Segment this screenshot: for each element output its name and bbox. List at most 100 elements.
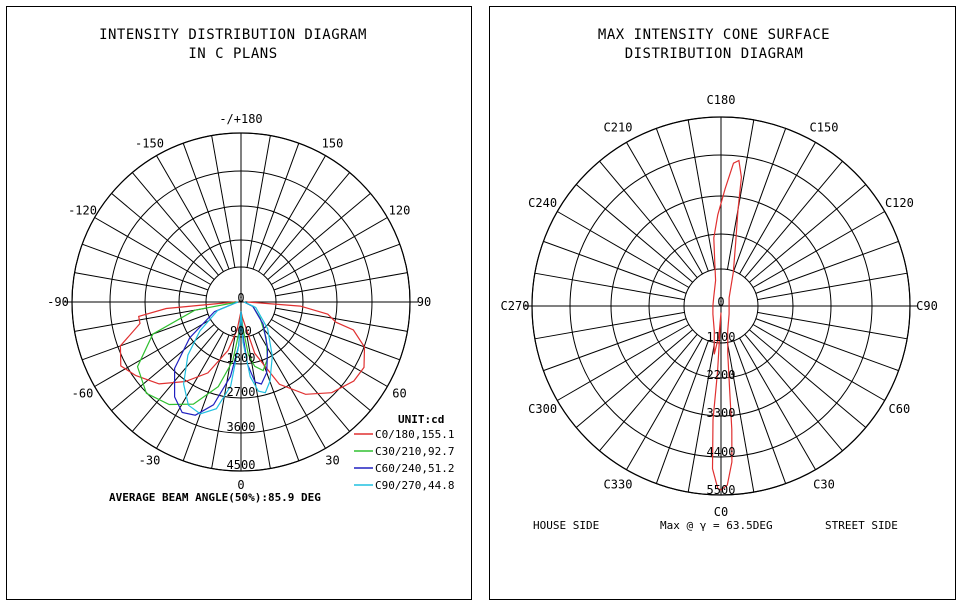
grid-spoke [275,307,408,332]
radial-tick-label: 4400 [707,445,736,459]
grid-spoke [82,243,209,291]
radial-tick-label: 0 [717,295,724,309]
unit-label: UNIT:cd [398,413,444,426]
cone-surface-chart: MAX INTENSITY CONE SURFACE DISTRIBUTION … [501,27,938,532]
angle-tick-label: C90 [916,299,938,313]
grid-spoke [739,337,816,470]
grid-spoke [82,313,209,361]
grid-spoke [271,319,388,387]
grid-spoke [258,155,326,272]
max-intensity-text: Max @ γ = 63.5DEG [660,519,773,532]
legend-label: C0/180,155.1 [375,428,454,441]
grid-spoke [655,340,709,484]
grid-spoke [74,272,207,297]
angle-tick-label: -30 [139,453,161,467]
label-group: C180 C150 C120 C90 C60 C30 C0 C330 C300 C270 C240 C… [501,93,938,519]
grid-spoke [156,155,224,272]
grid-spoke [543,318,687,372]
grid-spoke [246,135,271,268]
angle-tick-label: C30 [813,477,835,491]
grid-spoke [599,160,698,278]
angle-tick-label: -120 [68,204,97,218]
grid-spoke [726,119,755,270]
radial-tick-label: 1800 [227,351,256,365]
radial-tick-label: 3300 [707,406,736,420]
grid-spoke [267,324,371,412]
grid-spoke [733,340,787,484]
chart-title-line-2: DISTRIBUTION DIAGRAM [625,46,804,62]
grid-spoke [111,324,215,412]
grid-spoke [744,334,843,452]
angle-tick-label: -/+180 [219,112,262,126]
grid-spoke [211,135,236,268]
grid-spoke [263,172,351,276]
series-group [119,301,366,416]
grid-spoke [752,324,885,401]
grid-spoke [626,142,703,275]
angle-tick-label: C60 [889,402,911,416]
angle-tick-label: 150 [322,137,344,151]
grid-spoke [543,240,687,294]
grid-spoke [757,311,908,340]
right-chart-panel: MAX INTENSITY CONE SURFACE DISTRIBUTION … [489,6,956,600]
grid-spoke [94,217,211,285]
grid-spoke [557,324,690,401]
grid-spoke [687,119,716,270]
legend-label: C90/270,44.8 [375,479,454,492]
chart-title-line-1: MAX INTENSITY CONE SURFACE [598,27,830,43]
street-side-label: STREET SIDE [825,519,898,532]
grid-spoke [757,272,908,301]
grid-spoke [273,243,400,291]
angle-tick-label: 120 [389,204,411,218]
chart-title-line-1: INTENSITY DISTRIBUTION DIAGRAM [99,27,367,43]
angle-tick-label: 60 [392,387,406,401]
average-beam-text: AVERAGE BEAM ANGLE(50%):85.9 DEG [109,491,321,504]
grid-spoke [755,240,899,294]
grid-spoke [726,342,755,493]
angle-tick-label: -60 [72,387,94,401]
grid-spoke [275,272,408,297]
grid-spoke [94,319,211,387]
grid-spoke [258,332,326,449]
chart-title-line-2: IN C PLANS [188,46,277,62]
grid-spoke [182,334,230,461]
angle-tick-label: C330 [604,477,633,491]
grid-spoke [74,307,207,332]
grid-spoke [534,272,685,301]
series-group [711,159,743,491]
grid-spoke [749,184,867,283]
angle-tick-label: C180 [707,93,736,107]
grid-spoke [263,328,351,432]
angle-tick-label: 90 [417,295,431,309]
angle-tick-label: C210 [604,121,633,135]
radial-tick-label: 900 [230,324,252,338]
grid-spoke [273,313,400,361]
grid-spoke [534,311,685,340]
grid-spoke [739,142,816,275]
grid-spoke [156,332,224,449]
legend: C0/180,155.1 C30/210,92.7 C60/240,51.2 C90/… [354,428,454,492]
legend-label: C30/210,92.7 [375,445,454,458]
angle-tick-label: C270 [501,299,530,313]
grid-spoke [752,211,885,288]
angle-tick-label: C240 [528,196,557,210]
grid-spoke [755,318,899,372]
angle-tick-label: 0 [237,478,244,492]
radial-tick-label: 1100 [707,330,736,344]
angle-tick-label: -90 [47,295,69,309]
angle-tick-label: C150 [810,121,839,135]
grid-spoke [252,143,300,270]
grid-spoke [182,143,230,270]
grid-spoke [211,336,236,469]
grid-spoke [271,217,388,285]
grid-spoke [733,128,787,272]
angle-tick-label: C300 [528,402,557,416]
grid-spoke [252,334,300,461]
grid-spoke [687,342,716,493]
angle-tick-label: C120 [885,196,914,210]
grid-spoke [626,337,703,470]
grid-spoke [744,160,843,278]
angle-tick-label: -150 [135,137,164,151]
grid-spoke [599,334,698,452]
angle-tick-label: 30 [325,453,339,467]
